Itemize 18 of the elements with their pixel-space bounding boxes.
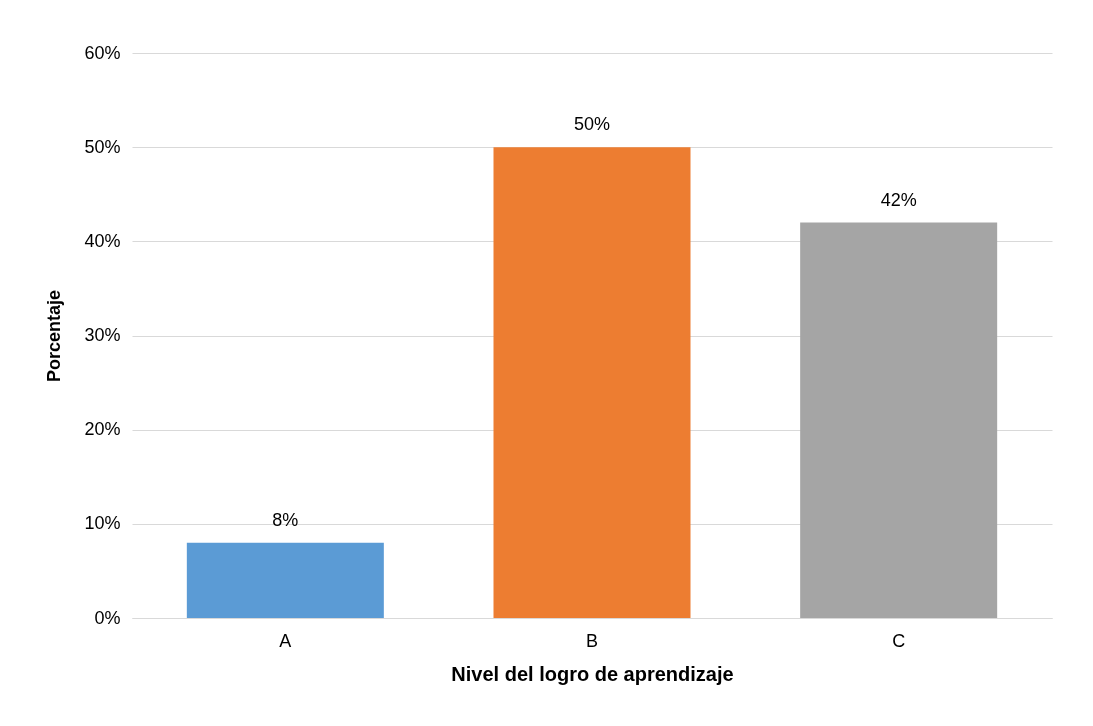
x-tick-label: C <box>892 630 906 651</box>
data-label: 8% <box>272 509 299 530</box>
y-tick-label: 60% <box>84 42 121 63</box>
data-label: 50% <box>573 114 611 135</box>
y-tick-label: 10% <box>84 513 121 534</box>
x-tick-label: B <box>585 630 599 651</box>
y-tick-label: 30% <box>84 325 121 345</box>
x-tick-label: A <box>279 630 292 651</box>
x-axis-title: Nivel del logro de aprendizaje <box>451 662 734 685</box>
bar <box>493 147 691 618</box>
data-label: 42% <box>880 189 917 210</box>
y-axis-title: Porcentaje <box>44 289 65 383</box>
y-tick-label: 40% <box>84 230 121 251</box>
y-tick-label: 20% <box>84 419 121 440</box>
y-tick-label: 0% <box>94 607 121 628</box>
bar <box>186 542 384 618</box>
bar <box>800 222 998 618</box>
y-tick-label: 50% <box>84 136 121 157</box>
